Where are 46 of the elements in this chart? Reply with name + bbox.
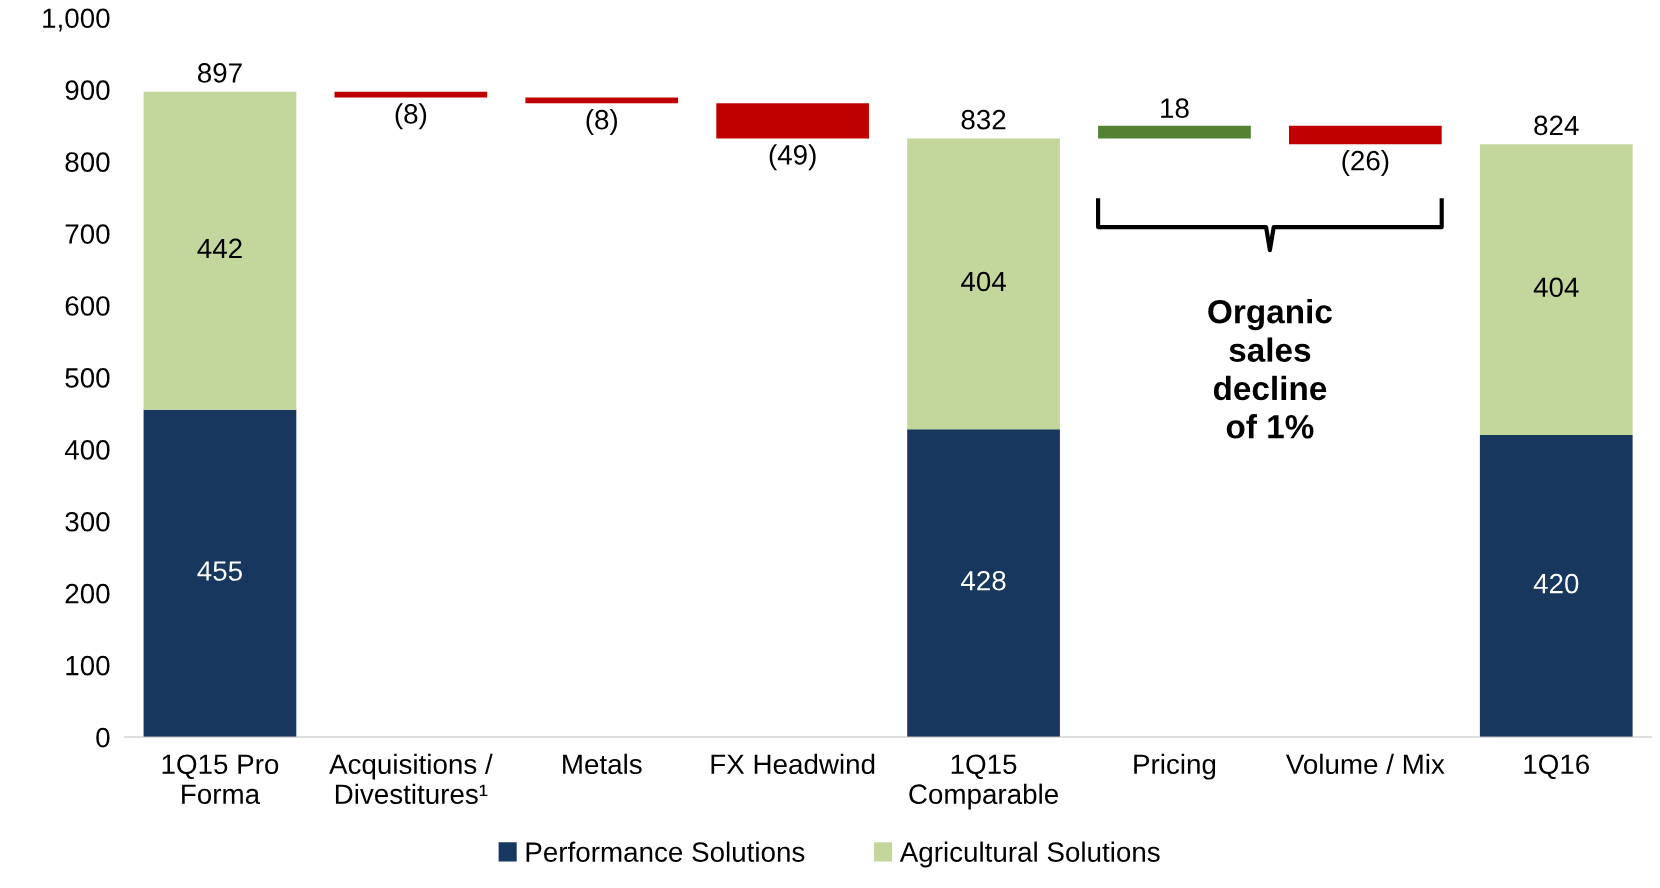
x-tick-label: Volume / Mix: [1285, 753, 1445, 775]
data-label: 404: [1533, 277, 1579, 298]
x-tick-label: 1Q15 Pro Forma: [162, 754, 279, 805]
y-tick-label: 700: [65, 224, 110, 244]
bar: [143, 91, 297, 410]
legend-label: Performance Solutions: [526, 841, 805, 862]
x-tick-label: Acquisitions / Divestitures¹: [329, 753, 493, 805]
data-label: (8): [586, 109, 617, 135]
data-label: (49): [769, 144, 816, 171]
bar: [334, 91, 488, 98]
y-tick-label: 200: [65, 583, 110, 604]
bar: [143, 409, 297, 738]
y-tick-label: 600: [65, 296, 110, 316]
y-tick-label: 900: [65, 80, 110, 101]
y-tick-label: 1,000: [43, 8, 110, 32]
x-tick-label: 1Q16: [1524, 754, 1590, 780]
annotation: Organic sales decline of 1%: [1208, 299, 1332, 439]
data-label: 442: [197, 238, 242, 258]
bar: [1479, 434, 1633, 738]
bar: [1479, 144, 1633, 435]
legend-label: Agricultural Solutions: [899, 841, 1160, 868]
data-label: (8): [395, 103, 427, 130]
data-label: 18: [1161, 98, 1189, 118]
data-label: (26): [1342, 150, 1389, 176]
bar: [1288, 125, 1442, 145]
bar: [907, 138, 1060, 430]
y-tick-label: 400: [64, 440, 110, 460]
bar: [907, 429, 1060, 738]
y-tick-label: 100: [66, 655, 110, 676]
bar: [716, 103, 870, 139]
data-label: 428: [961, 570, 1006, 591]
y-tick-label: 0: [96, 727, 110, 748]
y-tick-label: 800: [65, 152, 110, 172]
data-label: 420: [1533, 573, 1579, 594]
data-label: 404: [961, 271, 1006, 292]
x-tick-label: Metals: [563, 753, 642, 775]
bar: [1098, 125, 1251, 139]
y-tick-label: 300: [65, 511, 110, 532]
x-tick-label: Pricing: [1134, 753, 1216, 780]
data-label: 455: [197, 561, 242, 581]
total-label: 897: [197, 63, 242, 83]
x-tick-label: FX Headwind: [711, 753, 875, 775]
total-label: 824: [1534, 115, 1579, 136]
x-tick-label: 1Q15 Comparable: [909, 754, 1058, 810]
y-tick-label: 500: [65, 368, 110, 388]
total-label: 832: [961, 109, 1006, 130]
